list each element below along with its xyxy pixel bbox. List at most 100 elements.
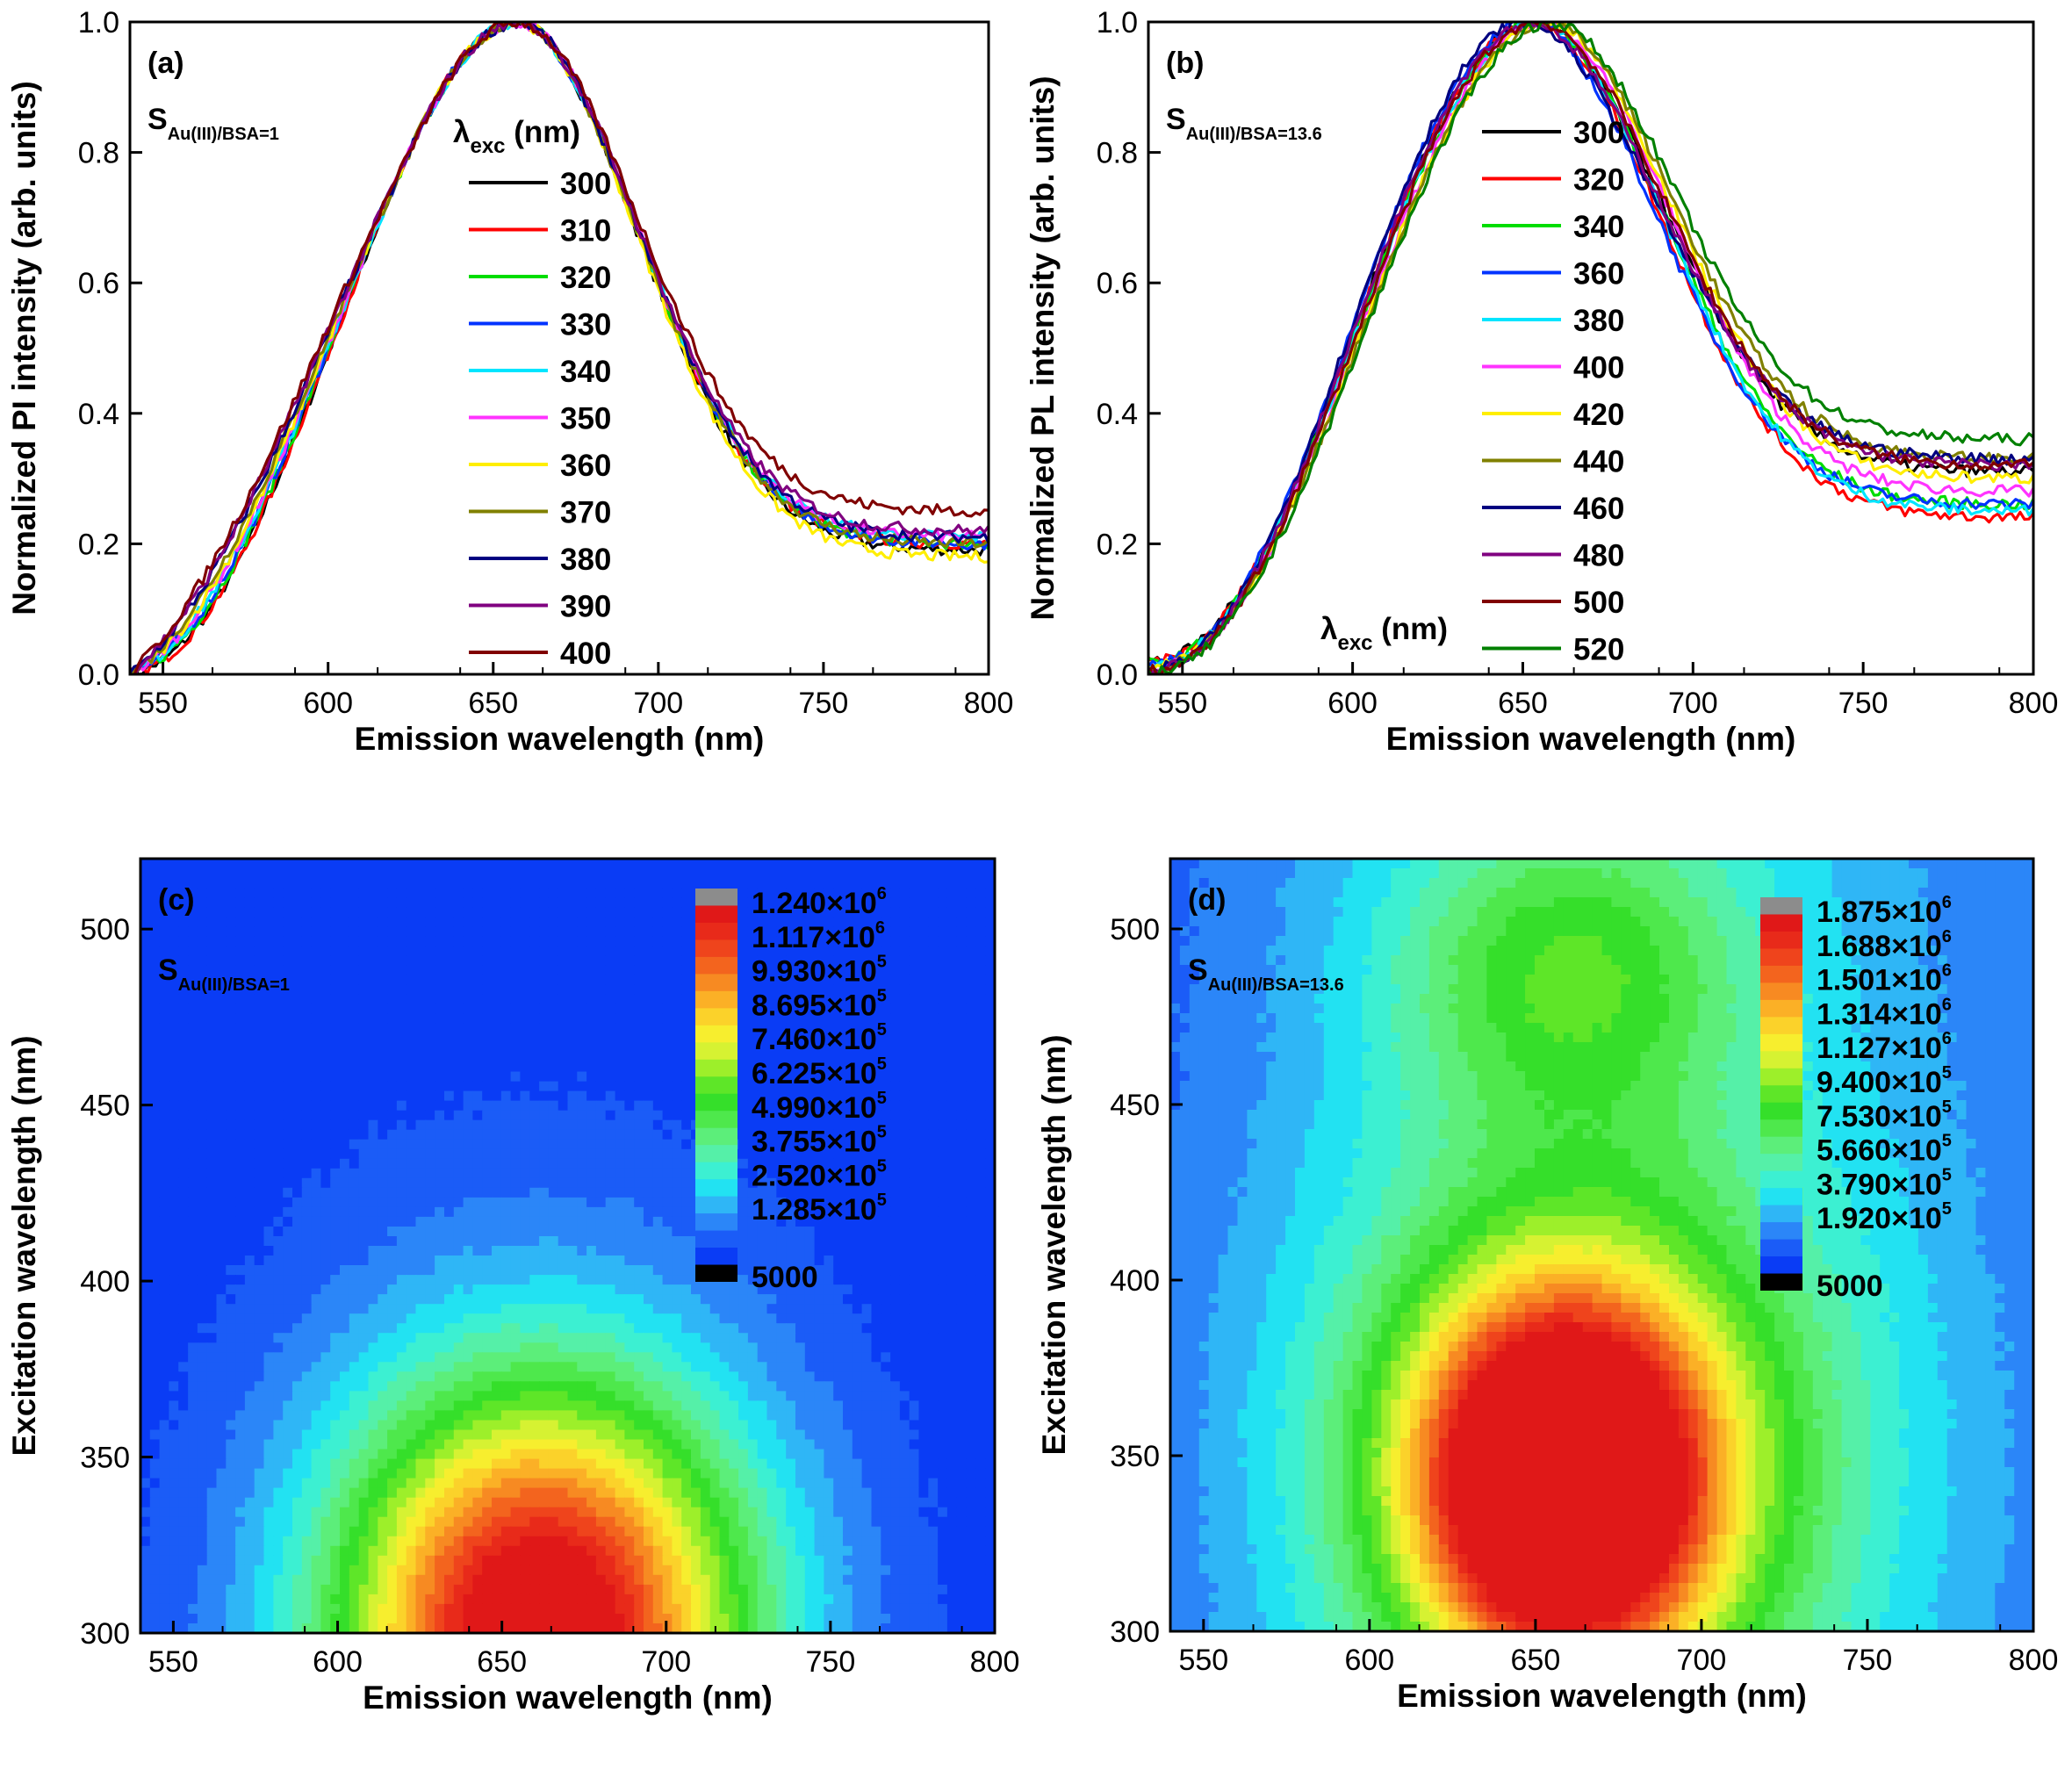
legend-label: 380 (1573, 304, 1624, 338)
heatmap-cell (946, 1168, 958, 1179)
heatmap-cell (946, 1256, 958, 1266)
heatmap-cell (985, 1100, 996, 1112)
heatmap-cell (871, 1313, 882, 1324)
heatmap-cell (624, 994, 635, 1005)
heatmap-cell (226, 859, 236, 869)
heatmap-cell (814, 1023, 825, 1034)
heatmap-cell (548, 1323, 559, 1334)
heatmap-cell (861, 1313, 873, 1324)
heatmap-cell (453, 1177, 464, 1189)
heatmap-cell (140, 1227, 151, 1237)
heatmap-cell (833, 1304, 844, 1314)
heatmap-cell (586, 1004, 597, 1015)
heatmap-cell (263, 1139, 275, 1150)
heatmap-cell (472, 1177, 483, 1189)
heatmap-cell (169, 1013, 179, 1025)
heatmap-cell (757, 907, 768, 917)
heatmap-cell (577, 907, 587, 917)
heatmap-cell (188, 859, 198, 869)
heatmap-cell (966, 878, 977, 889)
heatmap-cell (492, 917, 502, 927)
heatmap-cell (624, 1304, 635, 1314)
heatmap-cell (833, 1139, 844, 1150)
heatmap-cell (378, 1081, 388, 1092)
heatmap-cell (605, 955, 616, 967)
heatmap-cell (444, 1284, 455, 1295)
heatmap-cell (178, 1081, 189, 1092)
heatmap-cell (795, 1304, 806, 1314)
heatmap-cell (966, 1052, 977, 1063)
heatmap-cell (492, 1071, 502, 1083)
heatmap-cell (975, 1148, 986, 1160)
heatmap-cell (595, 1023, 607, 1034)
heatmap-cell (899, 1110, 910, 1121)
heatmap-cell (453, 1275, 464, 1285)
heatmap-cell (435, 936, 445, 946)
heatmap-cell (235, 1071, 246, 1083)
heatmap-cell (226, 897, 236, 908)
heatmap-cell (425, 1148, 435, 1160)
heatmap-cell (624, 1168, 635, 1179)
heatmap-cell (263, 1110, 275, 1121)
heatmap-cell (435, 1013, 445, 1025)
heatmap-cell (378, 955, 388, 967)
heatmap-cell (273, 1071, 284, 1083)
heatmap-cell (975, 1071, 986, 1083)
heatmap-cell (814, 1071, 825, 1083)
heatmap-cell (757, 1294, 768, 1305)
heatmap-cell (425, 1042, 435, 1054)
heatmap-cell (757, 1129, 768, 1140)
heatmap-cell (558, 926, 569, 937)
heatmap-cell (301, 926, 313, 937)
heatmap-cell (662, 1004, 673, 1015)
heatmap-cell (766, 1197, 778, 1208)
heatmap-cell (918, 984, 930, 996)
heatmap-cell (510, 1139, 522, 1150)
heatmap-cell (938, 1004, 948, 1015)
heatmap-cell (463, 1119, 474, 1131)
heatmap-cell (615, 1004, 626, 1015)
heatmap-cell (946, 1081, 958, 1092)
heatmap-cell (178, 917, 189, 927)
heatmap-cell (738, 1246, 749, 1256)
heatmap-cell (652, 1371, 664, 1383)
heatmap-cell (140, 1013, 151, 1025)
heatmap-cell (349, 1100, 360, 1112)
heatmap-cell (966, 1129, 977, 1140)
y-tick-label: 0.4 (78, 398, 119, 431)
heatmap-cell (644, 1342, 654, 1354)
heatmap-cell (216, 1004, 227, 1015)
heatmap-cell (985, 907, 996, 917)
heatmap-cell (766, 1333, 778, 1343)
heatmap-cell (586, 1052, 597, 1063)
heatmap-cell (529, 1187, 540, 1198)
heatmap-cell (814, 1148, 825, 1160)
heatmap-cell (814, 1216, 825, 1227)
heatmap-cell (634, 955, 644, 967)
heatmap-cell (824, 888, 834, 898)
heatmap-cell (681, 1284, 692, 1295)
heatmap-cell (558, 1081, 569, 1092)
heatmap-cell (387, 946, 398, 956)
heatmap-cell (206, 1187, 218, 1198)
heatmap-cell (605, 1061, 616, 1073)
heatmap-cell (776, 1139, 787, 1150)
heatmap-cell (567, 1197, 579, 1208)
heatmap-cell (918, 965, 930, 976)
heatmap-cell (786, 994, 796, 1005)
heatmap-cell (644, 868, 654, 879)
heatmap-cell (899, 1129, 910, 1140)
heatmap-cell (634, 1023, 644, 1034)
heatmap-cell (928, 965, 939, 976)
heatmap-cell (852, 897, 863, 908)
heatmap-cell (814, 1323, 825, 1334)
heatmap-cell (216, 1206, 227, 1218)
heatmap-cell (605, 1236, 616, 1247)
heatmap-cell (529, 965, 540, 976)
heatmap-cell (406, 1129, 417, 1140)
heatmap-cell (615, 1148, 626, 1160)
heatmap-cell (254, 1256, 265, 1266)
heatmap-cell (178, 897, 189, 908)
heatmap-cell (757, 1206, 768, 1218)
heatmap-cell (975, 1023, 986, 1034)
